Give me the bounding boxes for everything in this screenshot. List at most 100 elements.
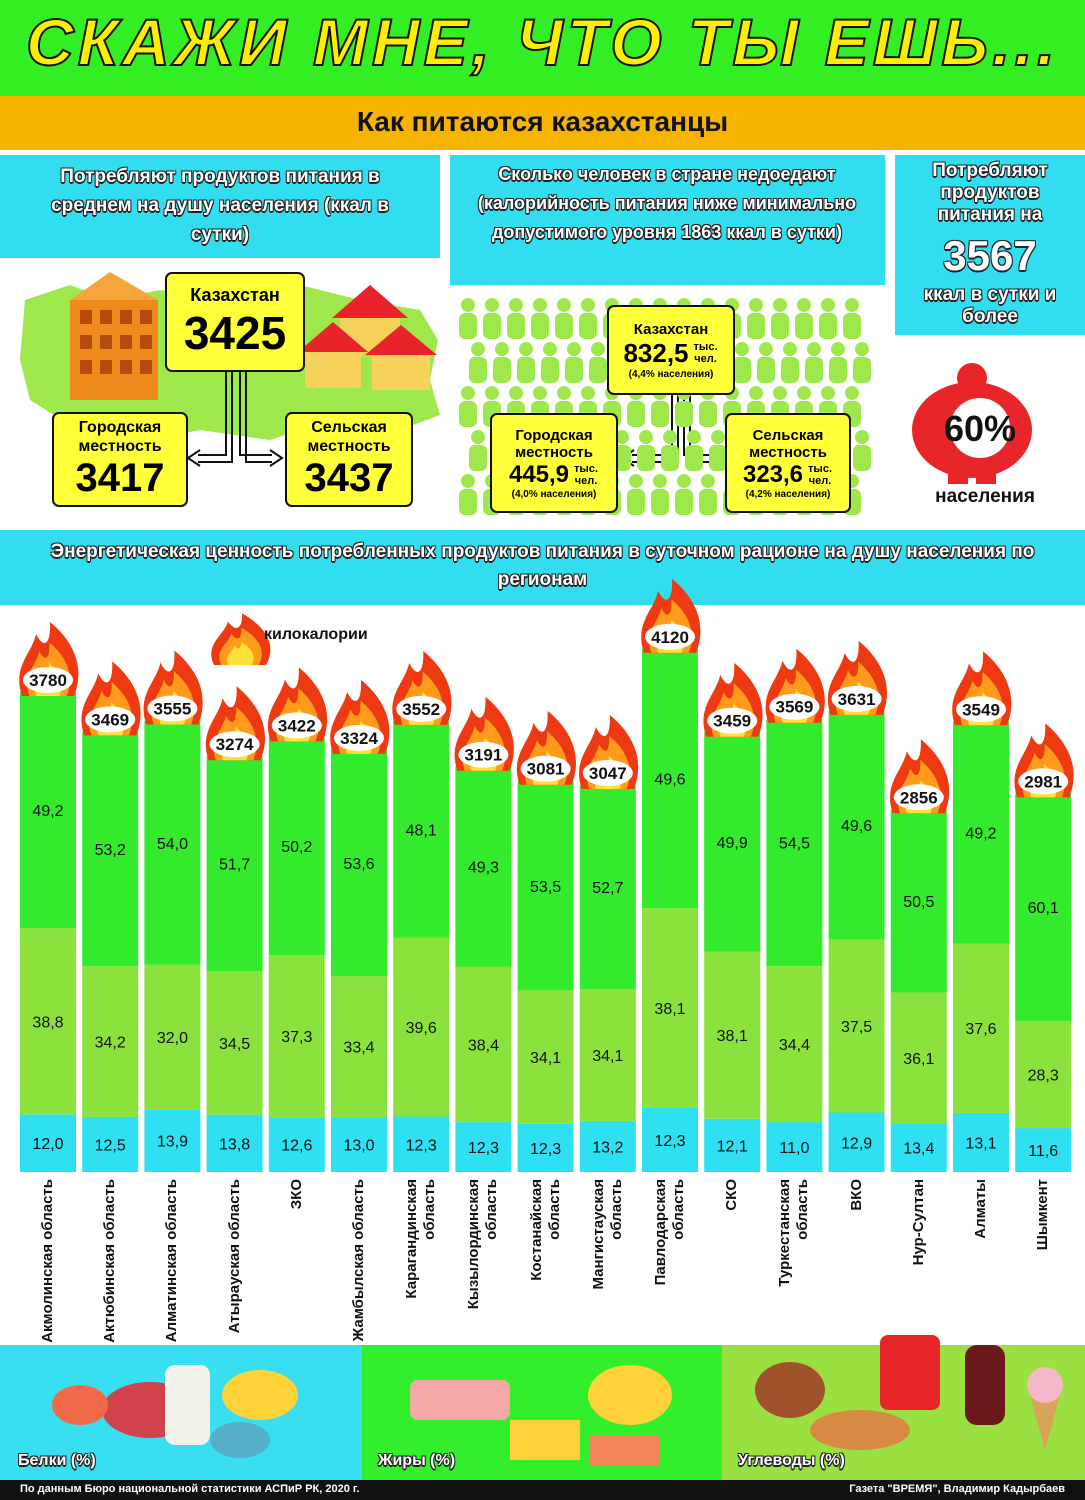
footer-credit: Газета "ВРЕМЯ", Владимир Кадырбаев [849,1483,1065,1495]
segment-label: 51,7 [219,857,250,874]
bar-segment [82,966,139,1117]
person-body [843,313,861,339]
box-label: Казахстан [633,320,709,338]
total-label: 3459 [713,712,751,731]
total-label: 3780 [29,671,67,690]
person-head [783,342,797,356]
subtitle-bg [0,96,1085,150]
person-head [543,342,557,356]
box-unit: тыс. чел. [808,462,833,487]
total-label: 3549 [962,700,1000,719]
bar-segment [579,1120,636,1172]
consumption-heading: Потребляют продуктов питания в среднем н… [51,166,389,245]
total-label: 3469 [91,710,129,729]
urban-consumption-box: Городская местность 3417 [52,412,188,507]
segment-label: 38,1 [717,1028,748,1045]
bar-segment [517,781,574,991]
box-value: 445,9 [508,460,570,488]
total-label: 3569 [775,698,813,717]
person-body [733,357,751,383]
segment-label: 12,1 [717,1138,748,1155]
bar-segment [704,1118,761,1172]
person-body [651,489,669,515]
segment-label: 34,5 [219,1036,250,1053]
person-body [747,313,765,339]
header-bg [0,0,1085,96]
box-share: (4,4% населения) [628,368,714,380]
person-body [589,357,607,383]
total-label-bg [645,623,695,650]
x-tick-label: Шымкент [1034,1179,1052,1251]
segment-label: 52,7 [592,880,623,897]
person-body [709,445,727,471]
segment-label: 48,1 [406,822,437,839]
segment-label: 54,5 [779,836,810,853]
person-head [519,342,533,356]
box-value-row: 832,5 тыс. чел. [623,338,718,369]
bar-segment [455,966,512,1123]
x-tick-label: Алматинская область [163,1179,181,1343]
total-label: 2856 [900,788,938,807]
person-head [701,474,715,488]
overconsumption-text: ккал в сутки и более [923,284,1057,327]
bar-segment [393,1116,450,1172]
person-body [637,445,655,471]
segment-label: 38,8 [32,1014,63,1031]
x-tick-label: Туркестанская область [776,1179,812,1287]
overconsumption-share-label: населения [935,486,1035,507]
segment-label: 49,3 [468,860,499,877]
segment-label: 60,1 [1028,900,1059,917]
segment-label: 11,0 [779,1140,809,1157]
person-head [773,298,787,312]
bar-segment [642,1107,698,1172]
bar-segment [82,731,139,967]
x-tick-label: Кызылординская область [465,1179,501,1310]
person-body [661,445,679,471]
person-body [685,445,703,471]
houses [298,285,437,390]
segment-label: 12,3 [654,1133,685,1150]
rural-consumption-box: Сельская местность 3437 [285,412,413,507]
x-tick-label: Павлодарская область [652,1179,687,1286]
bar-segment [704,732,761,952]
bar-segment [144,720,201,965]
person-body [805,357,823,383]
bar-segment [268,955,325,1118]
person-head [533,386,547,400]
flame [227,641,254,665]
bar-segment [82,1116,139,1172]
bar-segment [20,1114,76,1172]
footer-source: По данным Бюро национальной статистики А… [20,1483,360,1495]
segment-label: 53,5 [530,879,561,896]
person-body [627,401,645,427]
urban-undernourished-box: Городская местность 445,9 тыс. чел. (4,0… [490,413,618,513]
segment-label: 12,0 [32,1136,63,1153]
bar-segment [642,908,698,1108]
x-tick-label: Костанайская область [527,1179,563,1281]
total-label-bg [209,731,260,758]
box-unit: тыс. чел. [693,341,718,365]
bar-segment [766,1122,823,1172]
person-head [797,298,811,312]
person-body [555,313,573,339]
person-head [711,430,725,444]
total-label-bg [520,755,571,782]
x-tick-label: Алматы [972,1179,989,1239]
segment-label: 13,0 [343,1138,374,1155]
person-head [749,386,763,400]
total-label: 3422 [278,716,316,735]
bar-segment [579,785,636,989]
bar-segment [1015,1128,1072,1172]
person-head [845,386,859,400]
total-label-bg [707,707,758,734]
person-head [855,430,869,444]
box-label: Городская местность [515,426,593,461]
bar-segment [890,1123,947,1172]
box-label: Сельская местность [749,426,827,461]
bar-segment [206,971,263,1115]
segment-label: 50,2 [281,839,312,856]
x-tick-label: Атырауская область [225,1179,243,1334]
segment-label: 38,1 [654,1001,685,1018]
building-windows [80,310,152,374]
box-label: Городская местность [78,419,162,455]
